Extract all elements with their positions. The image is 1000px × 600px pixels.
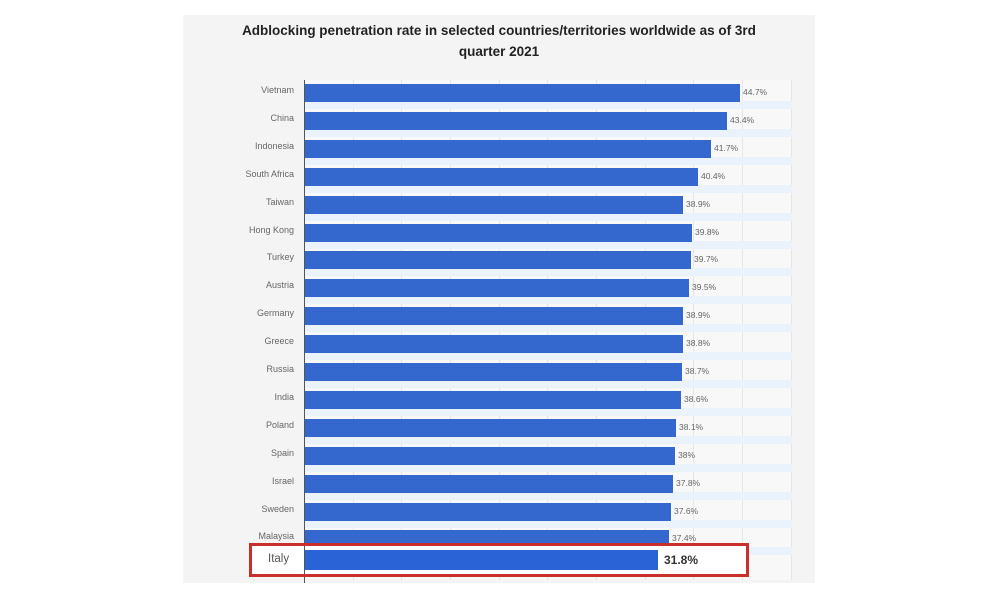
bar [305, 390, 681, 409]
row-stripe [305, 324, 792, 333]
row-stripe [305, 101, 792, 109]
bar-row: Poland 38.1% [0, 416, 1000, 444]
value-label: 37.6% [674, 505, 699, 516]
bar-row: Germany 38.9% [0, 304, 1000, 333]
bar-row: Hong Kong 39.8% [0, 221, 1000, 249]
bar-row: Israel 37.8% [0, 472, 1000, 500]
row-stripe [305, 407, 792, 416]
value-label: 37.8% [676, 477, 701, 488]
chart-title-line-2: quarter 2021 [458, 44, 540, 59]
bar [305, 223, 692, 242]
bar [305, 474, 673, 493]
row-stripe [305, 296, 792, 305]
category-label: Hong Kong [248, 224, 294, 235]
value-label: 41.7% [714, 142, 739, 153]
value-label: 38.9% [686, 198, 711, 209]
bar-row: Sweden 37.6% [0, 500, 1000, 528]
value-label: 39.5% [692, 282, 717, 293]
category-label: Taiwan [265, 196, 294, 207]
bar [305, 84, 740, 102]
bar [305, 418, 676, 437]
category-label: Sweden [261, 503, 294, 514]
value-label: 44.7% [743, 87, 768, 97]
chart-title: Adblocking penetration rate in selected … [183, 20, 815, 62]
value-label: 38.9% [686, 310, 711, 321]
y-axis-line [304, 80, 305, 583]
italy-axis-line [304, 546, 305, 574]
category-label: Turkey [266, 252, 294, 263]
row-stripe [305, 435, 792, 444]
category-label: Russia [266, 364, 294, 374]
bar [305, 195, 683, 214]
category-label: Indonesia [254, 140, 294, 151]
row-stripe [305, 128, 792, 137]
bar-row: Austria 39.5% [0, 276, 1000, 305]
row-stripe [305, 463, 792, 472]
category-label: Vietnam [261, 85, 294, 95]
value-label: 38.8% [686, 338, 711, 349]
bar-row: Taiwan 38.9% [0, 193, 1000, 221]
category-label: Poland [265, 419, 294, 430]
bar-row: Turkey 39.7% [0, 248, 1000, 277]
value-label: 39.7% [694, 254, 719, 265]
row-stripe [305, 240, 792, 249]
bar-row: Russia 38.7% [0, 360, 1000, 388]
italy-bar [305, 550, 658, 570]
row-stripe [305, 352, 792, 361]
bar [305, 139, 711, 158]
category-label: Germany [256, 308, 294, 319]
italy-label: Italy [268, 553, 290, 565]
value-label: 39.8% [695, 226, 720, 237]
row-stripe [305, 268, 792, 277]
bar [305, 251, 691, 270]
bar [305, 111, 727, 130]
category-label: Spain [270, 447, 294, 458]
category-label: Malaysia [258, 531, 294, 542]
category-label: Greece [264, 336, 294, 347]
bar-row: Vietnam 44.7% [0, 81, 1000, 109]
category-label: South Africa [245, 168, 294, 179]
value-label: 38.1% [679, 421, 704, 432]
bar-row: China 43.4% [0, 109, 1000, 137]
row-stripe [305, 491, 792, 500]
value-label: 38.6% [684, 393, 709, 404]
bar [305, 502, 671, 521]
value-label: 38% [678, 449, 696, 460]
bar [305, 446, 675, 465]
value-label: 37.4% [672, 533, 697, 544]
bar [305, 335, 683, 354]
row-stripe [305, 380, 792, 388]
bar [305, 279, 689, 298]
bar-row: Spain 38% [0, 444, 1000, 472]
value-label: 38.7% [685, 366, 710, 376]
category-label: Austria [265, 280, 294, 291]
value-label: 43.4% [730, 114, 755, 125]
bar [305, 307, 683, 326]
row-stripe [305, 156, 792, 165]
bar-row: South Africa 40.4% [0, 165, 1000, 193]
chart-title-line-1: Adblocking penetration rate in selected … [242, 23, 756, 38]
bar-row: Greece 38.8% [0, 332, 1000, 361]
italy-value-label: 31.8% [664, 553, 699, 567]
category-label: Israel [271, 475, 294, 486]
row-stripe [305, 212, 792, 221]
bar [305, 363, 682, 381]
bar [305, 167, 698, 186]
bar-row: Indonesia 41.7% [0, 137, 1000, 165]
row-stripe [305, 519, 792, 528]
category-label: India [274, 391, 294, 402]
category-label: China [270, 112, 294, 123]
row-stripe [305, 184, 792, 193]
value-label: 40.4% [701, 170, 726, 181]
bar-row: India 38.6% [0, 388, 1000, 416]
